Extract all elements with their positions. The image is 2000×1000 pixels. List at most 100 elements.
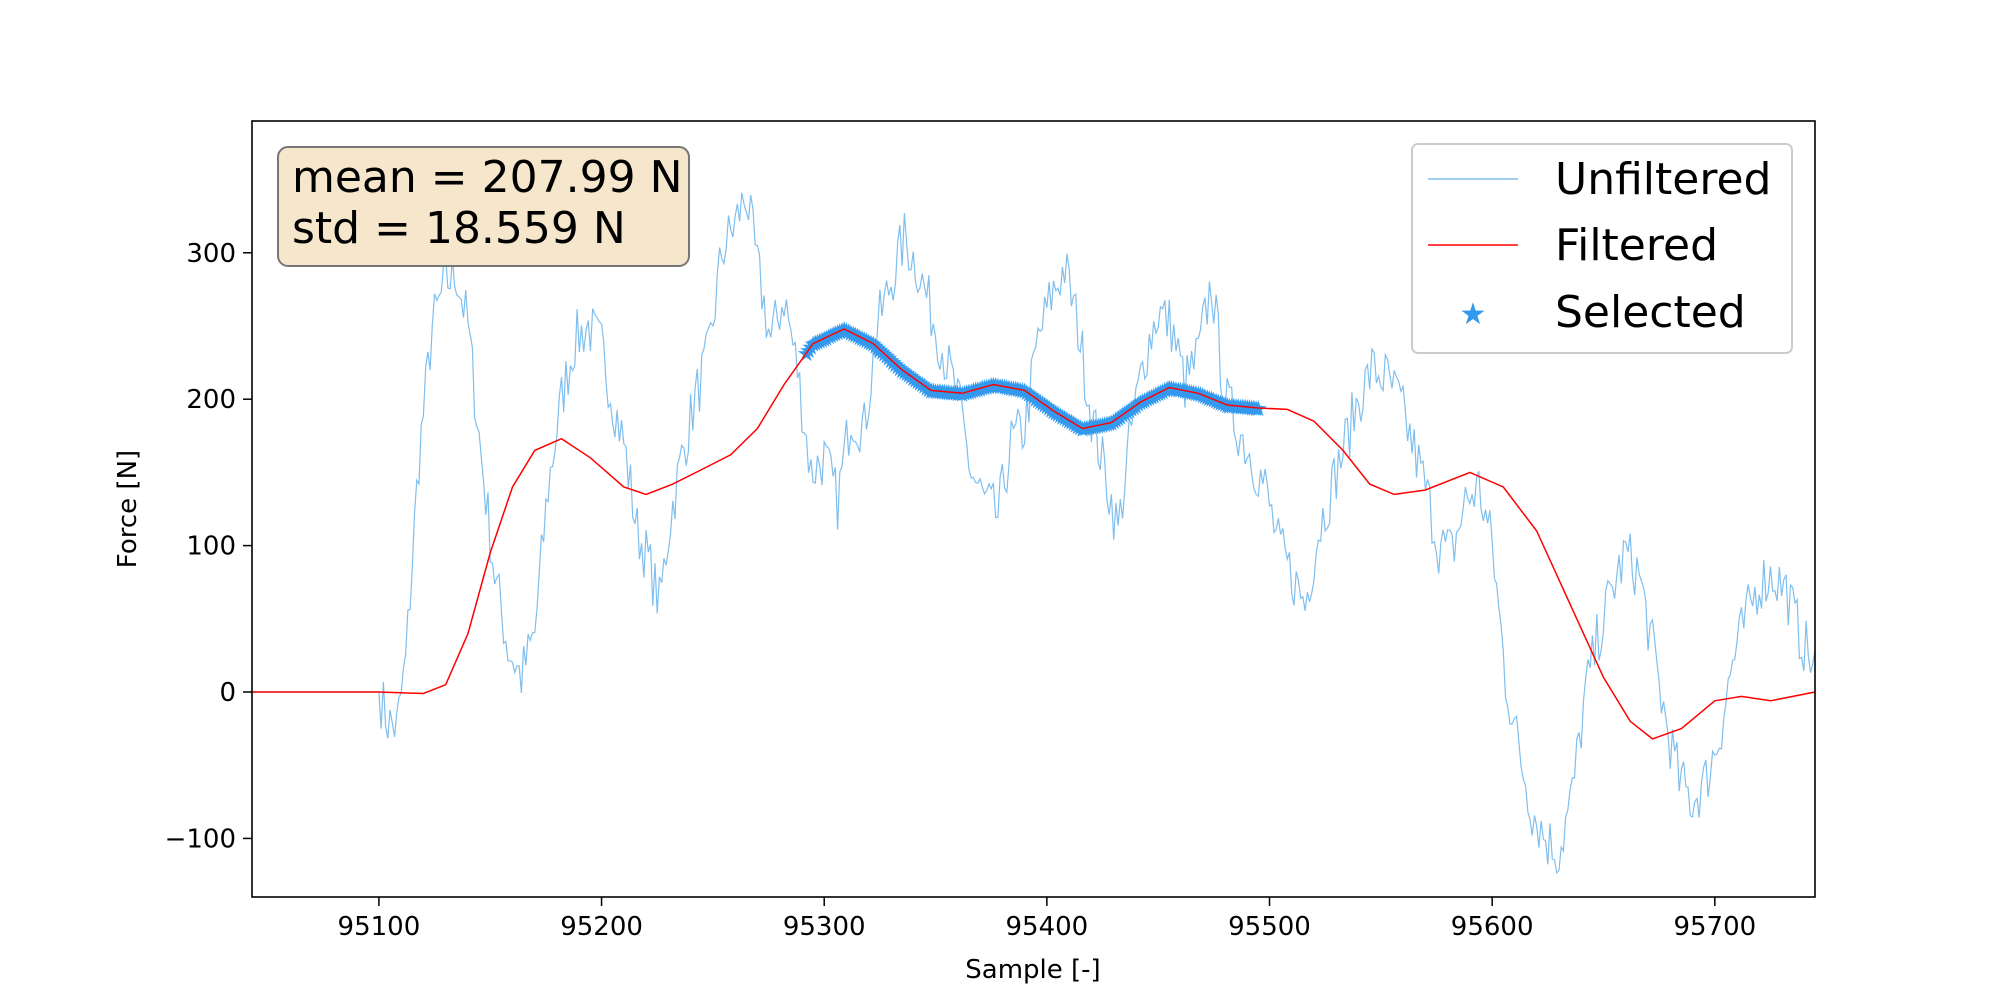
legend-unfiltered-label: Unfiltered bbox=[1555, 154, 1771, 205]
selected-point: ★ bbox=[995, 376, 1015, 401]
stats-box-background bbox=[277, 146, 690, 267]
selected-point: ★ bbox=[1079, 416, 1099, 441]
selected-point: ★ bbox=[861, 331, 881, 356]
selected-point: ★ bbox=[819, 325, 839, 350]
selected-point: ★ bbox=[992, 375, 1012, 400]
selected-point: ★ bbox=[812, 328, 832, 353]
selected-point: ★ bbox=[1117, 401, 1137, 426]
x-tick-label: 95200 bbox=[560, 912, 643, 942]
x-tick-label: 95700 bbox=[1673, 912, 1756, 942]
series-unfiltered-line bbox=[252, 192, 1816, 875]
selected-point: ★ bbox=[964, 379, 984, 404]
y-tick-label: 100 bbox=[186, 532, 236, 562]
selected-point: ★ bbox=[1166, 378, 1186, 403]
selected-point: ★ bbox=[1228, 395, 1248, 420]
selected-point: ★ bbox=[1162, 377, 1182, 402]
selected-point: ★ bbox=[1082, 416, 1102, 441]
selected-point: ★ bbox=[972, 377, 992, 402]
selected-point: ★ bbox=[988, 374, 1008, 399]
selected-point: ★ bbox=[1144, 384, 1164, 409]
selected-point: ★ bbox=[1222, 395, 1242, 420]
selected-point: ★ bbox=[1217, 394, 1237, 419]
x-tick-label: 95500 bbox=[1228, 912, 1311, 942]
selected-point: ★ bbox=[852, 327, 872, 352]
selected-point: ★ bbox=[1204, 389, 1224, 414]
selected-point: ★ bbox=[910, 372, 930, 397]
y-tick-label: −100 bbox=[165, 824, 236, 854]
selected-point: ★ bbox=[1233, 396, 1253, 421]
selected-point: ★ bbox=[957, 381, 977, 406]
selected-point: ★ bbox=[1062, 411, 1082, 436]
selected-point: ★ bbox=[1197, 386, 1217, 411]
selected-point: ★ bbox=[1108, 407, 1128, 432]
selected-point: ★ bbox=[899, 364, 919, 389]
selected-point: ★ bbox=[1095, 413, 1115, 438]
selected-point: ★ bbox=[810, 329, 830, 354]
selected-point: ★ bbox=[948, 382, 968, 407]
selected-point: ★ bbox=[834, 318, 854, 343]
legend-selected-swatch: ★ bbox=[1460, 297, 1487, 332]
selected-point: ★ bbox=[1182, 381, 1202, 406]
selected-point: ★ bbox=[923, 380, 943, 405]
selected-point: ★ bbox=[1177, 380, 1197, 405]
selected-point: ★ bbox=[1006, 378, 1026, 403]
selected-point: ★ bbox=[1037, 395, 1057, 420]
selected-point: ★ bbox=[830, 320, 850, 345]
selected-point: ★ bbox=[1064, 412, 1084, 437]
selected-point: ★ bbox=[1039, 397, 1059, 422]
selected-point: ★ bbox=[999, 377, 1019, 402]
selected-point: ★ bbox=[1041, 398, 1061, 423]
selected-point: ★ bbox=[1231, 395, 1251, 420]
selected-point: ★ bbox=[1237, 396, 1257, 421]
selected-point: ★ bbox=[1157, 378, 1177, 403]
selected-point: ★ bbox=[1191, 383, 1211, 408]
selected-point: ★ bbox=[968, 378, 988, 403]
selected-point: ★ bbox=[1200, 387, 1220, 412]
selected-point: ★ bbox=[930, 380, 950, 405]
selected-point: ★ bbox=[946, 382, 966, 407]
stats-std: std = 18.559 N bbox=[292, 203, 626, 254]
selected-point: ★ bbox=[850, 326, 870, 351]
selected-point: ★ bbox=[828, 321, 848, 346]
selected-point: ★ bbox=[897, 362, 917, 387]
selected-point: ★ bbox=[919, 378, 939, 403]
selected-point: ★ bbox=[1137, 388, 1157, 413]
selected-point: ★ bbox=[1046, 401, 1066, 426]
selected-point: ★ bbox=[1168, 378, 1188, 403]
selected-point: ★ bbox=[1104, 410, 1124, 435]
selected-point: ★ bbox=[1088, 414, 1108, 439]
selected-point: ★ bbox=[926, 380, 946, 405]
selected-point: ★ bbox=[1075, 417, 1095, 442]
selected-point: ★ bbox=[1004, 377, 1024, 402]
y-tick-label: 300 bbox=[186, 239, 236, 269]
selected-point: ★ bbox=[823, 323, 843, 348]
selected-point: ★ bbox=[1097, 413, 1117, 438]
selected-point: ★ bbox=[955, 382, 975, 407]
selected-point: ★ bbox=[932, 380, 952, 405]
selected-point: ★ bbox=[859, 330, 879, 355]
selected-point: ★ bbox=[1035, 394, 1055, 419]
selected-point: ★ bbox=[1249, 397, 1269, 422]
selected-point: ★ bbox=[1146, 383, 1166, 408]
x-axis-label: Sample [-] bbox=[965, 955, 1100, 985]
selected-point: ★ bbox=[1119, 399, 1139, 424]
selected-point: ★ bbox=[1124, 396, 1144, 421]
selected-point: ★ bbox=[941, 381, 961, 406]
selected-point: ★ bbox=[1164, 377, 1184, 402]
x-tick-label: 95100 bbox=[338, 912, 421, 942]
selected-point: ★ bbox=[817, 326, 837, 351]
selected-point: ★ bbox=[1122, 397, 1142, 422]
selected-point: ★ bbox=[1184, 381, 1204, 406]
selected-point: ★ bbox=[848, 325, 868, 350]
selected-point: ★ bbox=[805, 332, 825, 357]
selected-point: ★ bbox=[1202, 388, 1222, 413]
selected-point: ★ bbox=[1053, 405, 1073, 430]
selected-point: ★ bbox=[1215, 393, 1235, 418]
selected-point: ★ bbox=[1110, 405, 1130, 430]
selected-point: ★ bbox=[1001, 377, 1021, 402]
selected-point: ★ bbox=[866, 335, 886, 360]
legend-selected-label: Selected bbox=[1555, 287, 1746, 338]
selected-point: ★ bbox=[1066, 413, 1086, 438]
selected-point: ★ bbox=[1246, 397, 1266, 422]
